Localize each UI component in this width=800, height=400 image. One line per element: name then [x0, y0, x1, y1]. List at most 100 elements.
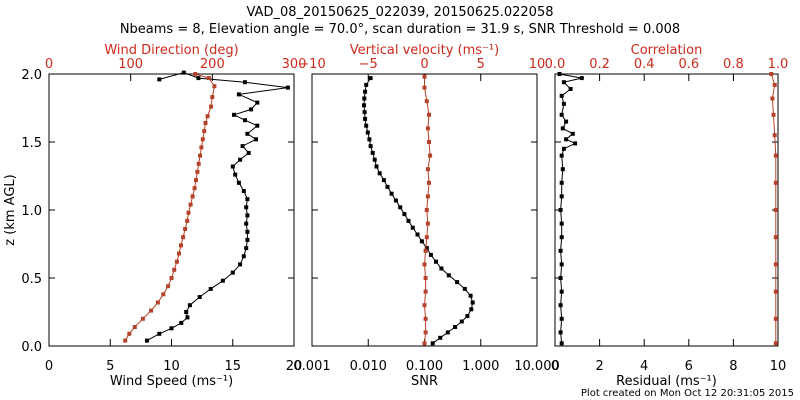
- series-line-black: [559, 73, 582, 344]
- data-point: [427, 180, 431, 185]
- data-point: [470, 300, 475, 305]
- plot-frame: [554, 73, 779, 347]
- data-point: [561, 146, 566, 151]
- data-point: [559, 93, 564, 98]
- data-point: [240, 144, 245, 149]
- data-point: [244, 246, 249, 251]
- bottom-tick-label: 6: [685, 359, 693, 374]
- data-point: [559, 194, 564, 199]
- panel-middle: 0.001 0.010 0.100 1.000 10.000 SNR −10 −5 0 5 10 Ve…: [293, 43, 559, 389]
- data-point: [422, 303, 427, 308]
- data-point: [579, 76, 584, 81]
- data-point: [186, 210, 191, 215]
- bottom-tick-label: 0: [45, 359, 53, 374]
- data-point: [179, 320, 184, 325]
- data-point: [196, 76, 201, 81]
- data-point: [243, 80, 247, 85]
- data-point: [398, 205, 403, 210]
- series-line-black: [363, 77, 474, 344]
- data-point: [439, 266, 444, 271]
- data-point: [469, 307, 474, 312]
- data-point: [194, 178, 198, 183]
- data-point: [362, 96, 367, 101]
- bottom-axis-label: Wind Speed (ms⁻¹): [110, 374, 233, 389]
- data-point: [244, 205, 249, 210]
- data-point: [364, 82, 369, 87]
- top-tick-label: −10: [298, 57, 325, 72]
- data-point: [560, 126, 565, 131]
- data-point: [205, 114, 210, 119]
- data-point: [561, 101, 566, 106]
- bottom-axis-label: Residual (ms⁻¹): [616, 374, 717, 389]
- data-point: [199, 145, 204, 150]
- data-point: [245, 131, 250, 136]
- data-point: [773, 289, 778, 294]
- data-point: [203, 121, 208, 125]
- top-tick-label: 100: [118, 57, 143, 72]
- top-tick-label: 10: [529, 57, 546, 72]
- data-point: [428, 153, 433, 158]
- data-point: [184, 310, 189, 314]
- data-point: [236, 92, 241, 97]
- data-point: [438, 335, 443, 340]
- data-point: [365, 130, 370, 135]
- data-point: [558, 303, 563, 308]
- data-point: [769, 72, 774, 76]
- top-tick-label: 0.2: [589, 57, 610, 72]
- data-point: [177, 251, 181, 256]
- top-tick-label: 300: [282, 57, 307, 72]
- data-point: [246, 150, 251, 155]
- data-point: [427, 140, 431, 144]
- data-point: [423, 330, 428, 335]
- data-point: [425, 221, 430, 226]
- data-point: [425, 126, 430, 131]
- data-point: [212, 84, 217, 89]
- data-point: [559, 316, 564, 321]
- data-point: [558, 208, 563, 212]
- data-point: [232, 112, 236, 117]
- data-point: [368, 76, 373, 81]
- data-point: [123, 338, 128, 343]
- top-tick-label: 200: [200, 57, 225, 72]
- data-point: [254, 137, 258, 142]
- data-point: [424, 99, 429, 104]
- data-point: [183, 227, 188, 231]
- data-point: [377, 171, 382, 176]
- data-point: [236, 180, 241, 185]
- data-point: [245, 197, 250, 202]
- data-point: [558, 248, 563, 253]
- data-point: [368, 144, 373, 149]
- data-point: [196, 161, 201, 166]
- data-point: [372, 157, 377, 162]
- footer-timestamp: Plot created on Mon Oct 12 20:31:05 2015: [581, 388, 794, 399]
- data-point: [428, 252, 433, 257]
- top-tick-label: 0: [45, 57, 53, 72]
- data-point: [195, 169, 200, 174]
- data-point: [455, 280, 460, 285]
- data-point: [241, 189, 246, 193]
- data-point: [773, 316, 778, 321]
- data-point: [157, 331, 162, 336]
- data-point: [415, 232, 420, 237]
- data-point: [192, 186, 197, 191]
- data-point: [462, 286, 467, 291]
- data-point: [424, 208, 429, 212]
- series-line-red: [124, 73, 215, 341]
- data-point: [773, 341, 778, 346]
- data-point: [559, 235, 564, 240]
- data-point: [198, 153, 203, 158]
- data-point: [208, 286, 213, 291]
- top-tick-label: 5: [477, 57, 485, 72]
- data-point: [140, 316, 145, 321]
- bottom-tick-label: 0: [551, 359, 559, 374]
- data-point: [773, 208, 778, 212]
- data-point: [560, 167, 565, 172]
- bottom-tick-label: 15: [224, 359, 241, 374]
- data-point: [424, 235, 429, 240]
- data-point: [364, 123, 369, 128]
- data-point: [406, 218, 411, 223]
- data-point: [558, 330, 563, 335]
- data-point: [385, 184, 390, 189]
- data-point: [206, 76, 211, 81]
- data-point: [157, 77, 162, 82]
